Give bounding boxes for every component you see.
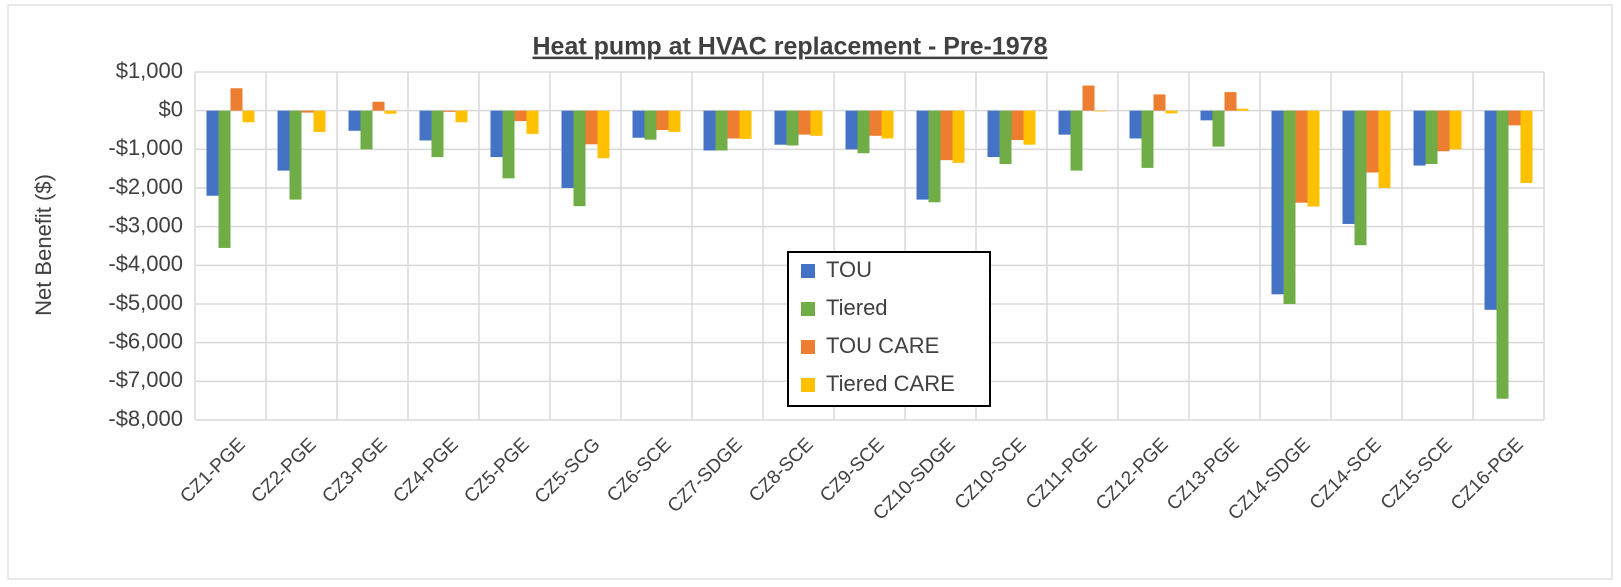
bar bbox=[1200, 110, 1213, 121]
bar bbox=[289, 110, 302, 200]
bar bbox=[1283, 110, 1296, 305]
bar bbox=[218, 110, 231, 248]
y-tick-label: -$2,000 bbox=[108, 174, 183, 199]
bar bbox=[1484, 110, 1497, 310]
bar bbox=[940, 110, 953, 161]
bar bbox=[1295, 110, 1308, 203]
bar bbox=[1354, 110, 1367, 246]
bar bbox=[656, 110, 669, 130]
bar bbox=[573, 110, 586, 207]
bar bbox=[384, 110, 397, 114]
bar bbox=[1449, 110, 1462, 150]
y-tick-label: $0 bbox=[159, 96, 183, 121]
bar bbox=[1141, 110, 1154, 168]
legend-label: Tiered bbox=[826, 295, 888, 320]
bar bbox=[1058, 110, 1071, 135]
bar bbox=[1236, 108, 1249, 111]
legend: TOU Tiered TOU CARE Tiered CARE bbox=[787, 251, 991, 407]
bar bbox=[1224, 92, 1237, 111]
bar bbox=[798, 110, 811, 135]
bar bbox=[514, 110, 527, 122]
bar bbox=[1023, 110, 1036, 145]
bar bbox=[502, 110, 515, 179]
bar bbox=[1307, 110, 1320, 207]
chart-title: Heat pump at HVAC replacement - Pre-1978 bbox=[533, 33, 1048, 61]
bar bbox=[561, 110, 574, 188]
y-tick-label: $1,000 bbox=[116, 58, 183, 83]
bar bbox=[348, 110, 361, 131]
bar bbox=[455, 110, 468, 123]
bar bbox=[360, 110, 373, 150]
y-tick-label: -$4,000 bbox=[108, 251, 183, 276]
y-tick-label: -$1,000 bbox=[108, 135, 183, 160]
bar bbox=[952, 110, 965, 163]
bar bbox=[845, 110, 858, 150]
bar bbox=[668, 110, 681, 132]
bar bbox=[1212, 110, 1225, 147]
bar bbox=[999, 110, 1012, 165]
bar bbox=[597, 110, 610, 159]
bar bbox=[1070, 110, 1083, 171]
bar bbox=[431, 110, 444, 158]
bar bbox=[1520, 110, 1533, 183]
bar bbox=[1496, 110, 1509, 399]
bar bbox=[810, 110, 823, 136]
bar bbox=[1378, 110, 1391, 188]
bar bbox=[987, 110, 1000, 158]
legend-swatch bbox=[801, 340, 815, 354]
bar bbox=[1082, 85, 1095, 111]
bar bbox=[585, 110, 598, 145]
legend-label: TOU bbox=[826, 257, 872, 282]
bar bbox=[727, 110, 740, 139]
bar bbox=[1271, 110, 1284, 295]
y-tick-label: -$3,000 bbox=[108, 212, 183, 237]
bar bbox=[1129, 110, 1142, 139]
legend-swatch bbox=[801, 302, 815, 316]
legend-label: Tiered CARE bbox=[826, 371, 955, 396]
y-axis-title: Net Benefit ($) bbox=[31, 174, 56, 316]
bar bbox=[1437, 110, 1450, 152]
bar bbox=[1366, 110, 1379, 173]
bar bbox=[206, 110, 219, 196]
bar bbox=[928, 110, 941, 203]
bar bbox=[786, 110, 799, 146]
bar bbox=[857, 110, 870, 154]
y-tick-label: -$8,000 bbox=[108, 406, 183, 431]
bar bbox=[526, 110, 539, 134]
bar bbox=[916, 110, 929, 200]
bar bbox=[1094, 110, 1107, 112]
y-tick-label: -$6,000 bbox=[108, 328, 183, 353]
legend-label: TOU CARE bbox=[826, 333, 939, 358]
bar bbox=[703, 110, 716, 151]
bar bbox=[419, 110, 432, 141]
bar bbox=[230, 88, 243, 111]
bar bbox=[1508, 110, 1521, 126]
bar bbox=[1425, 110, 1438, 165]
bar bbox=[1342, 110, 1355, 224]
bar bbox=[869, 110, 882, 136]
bar bbox=[644, 110, 657, 140]
bar bbox=[1011, 110, 1024, 141]
legend-swatch bbox=[801, 264, 815, 278]
bar bbox=[242, 110, 255, 123]
bar bbox=[715, 110, 728, 151]
bar bbox=[301, 110, 314, 113]
bar bbox=[1153, 94, 1166, 111]
bar bbox=[490, 110, 503, 158]
bar bbox=[313, 110, 326, 132]
bar bbox=[881, 110, 894, 139]
bar bbox=[1413, 110, 1426, 166]
bar bbox=[1165, 110, 1178, 114]
bar bbox=[277, 110, 290, 171]
legend-swatch bbox=[801, 378, 815, 392]
bar bbox=[443, 110, 456, 112]
y-tick-label: -$7,000 bbox=[108, 367, 183, 392]
bar bbox=[774, 110, 787, 145]
y-tick-label: -$5,000 bbox=[108, 290, 183, 315]
bar bbox=[632, 110, 645, 138]
bar bbox=[372, 101, 385, 111]
legend-box bbox=[787, 251, 991, 407]
bar bbox=[739, 110, 752, 139]
